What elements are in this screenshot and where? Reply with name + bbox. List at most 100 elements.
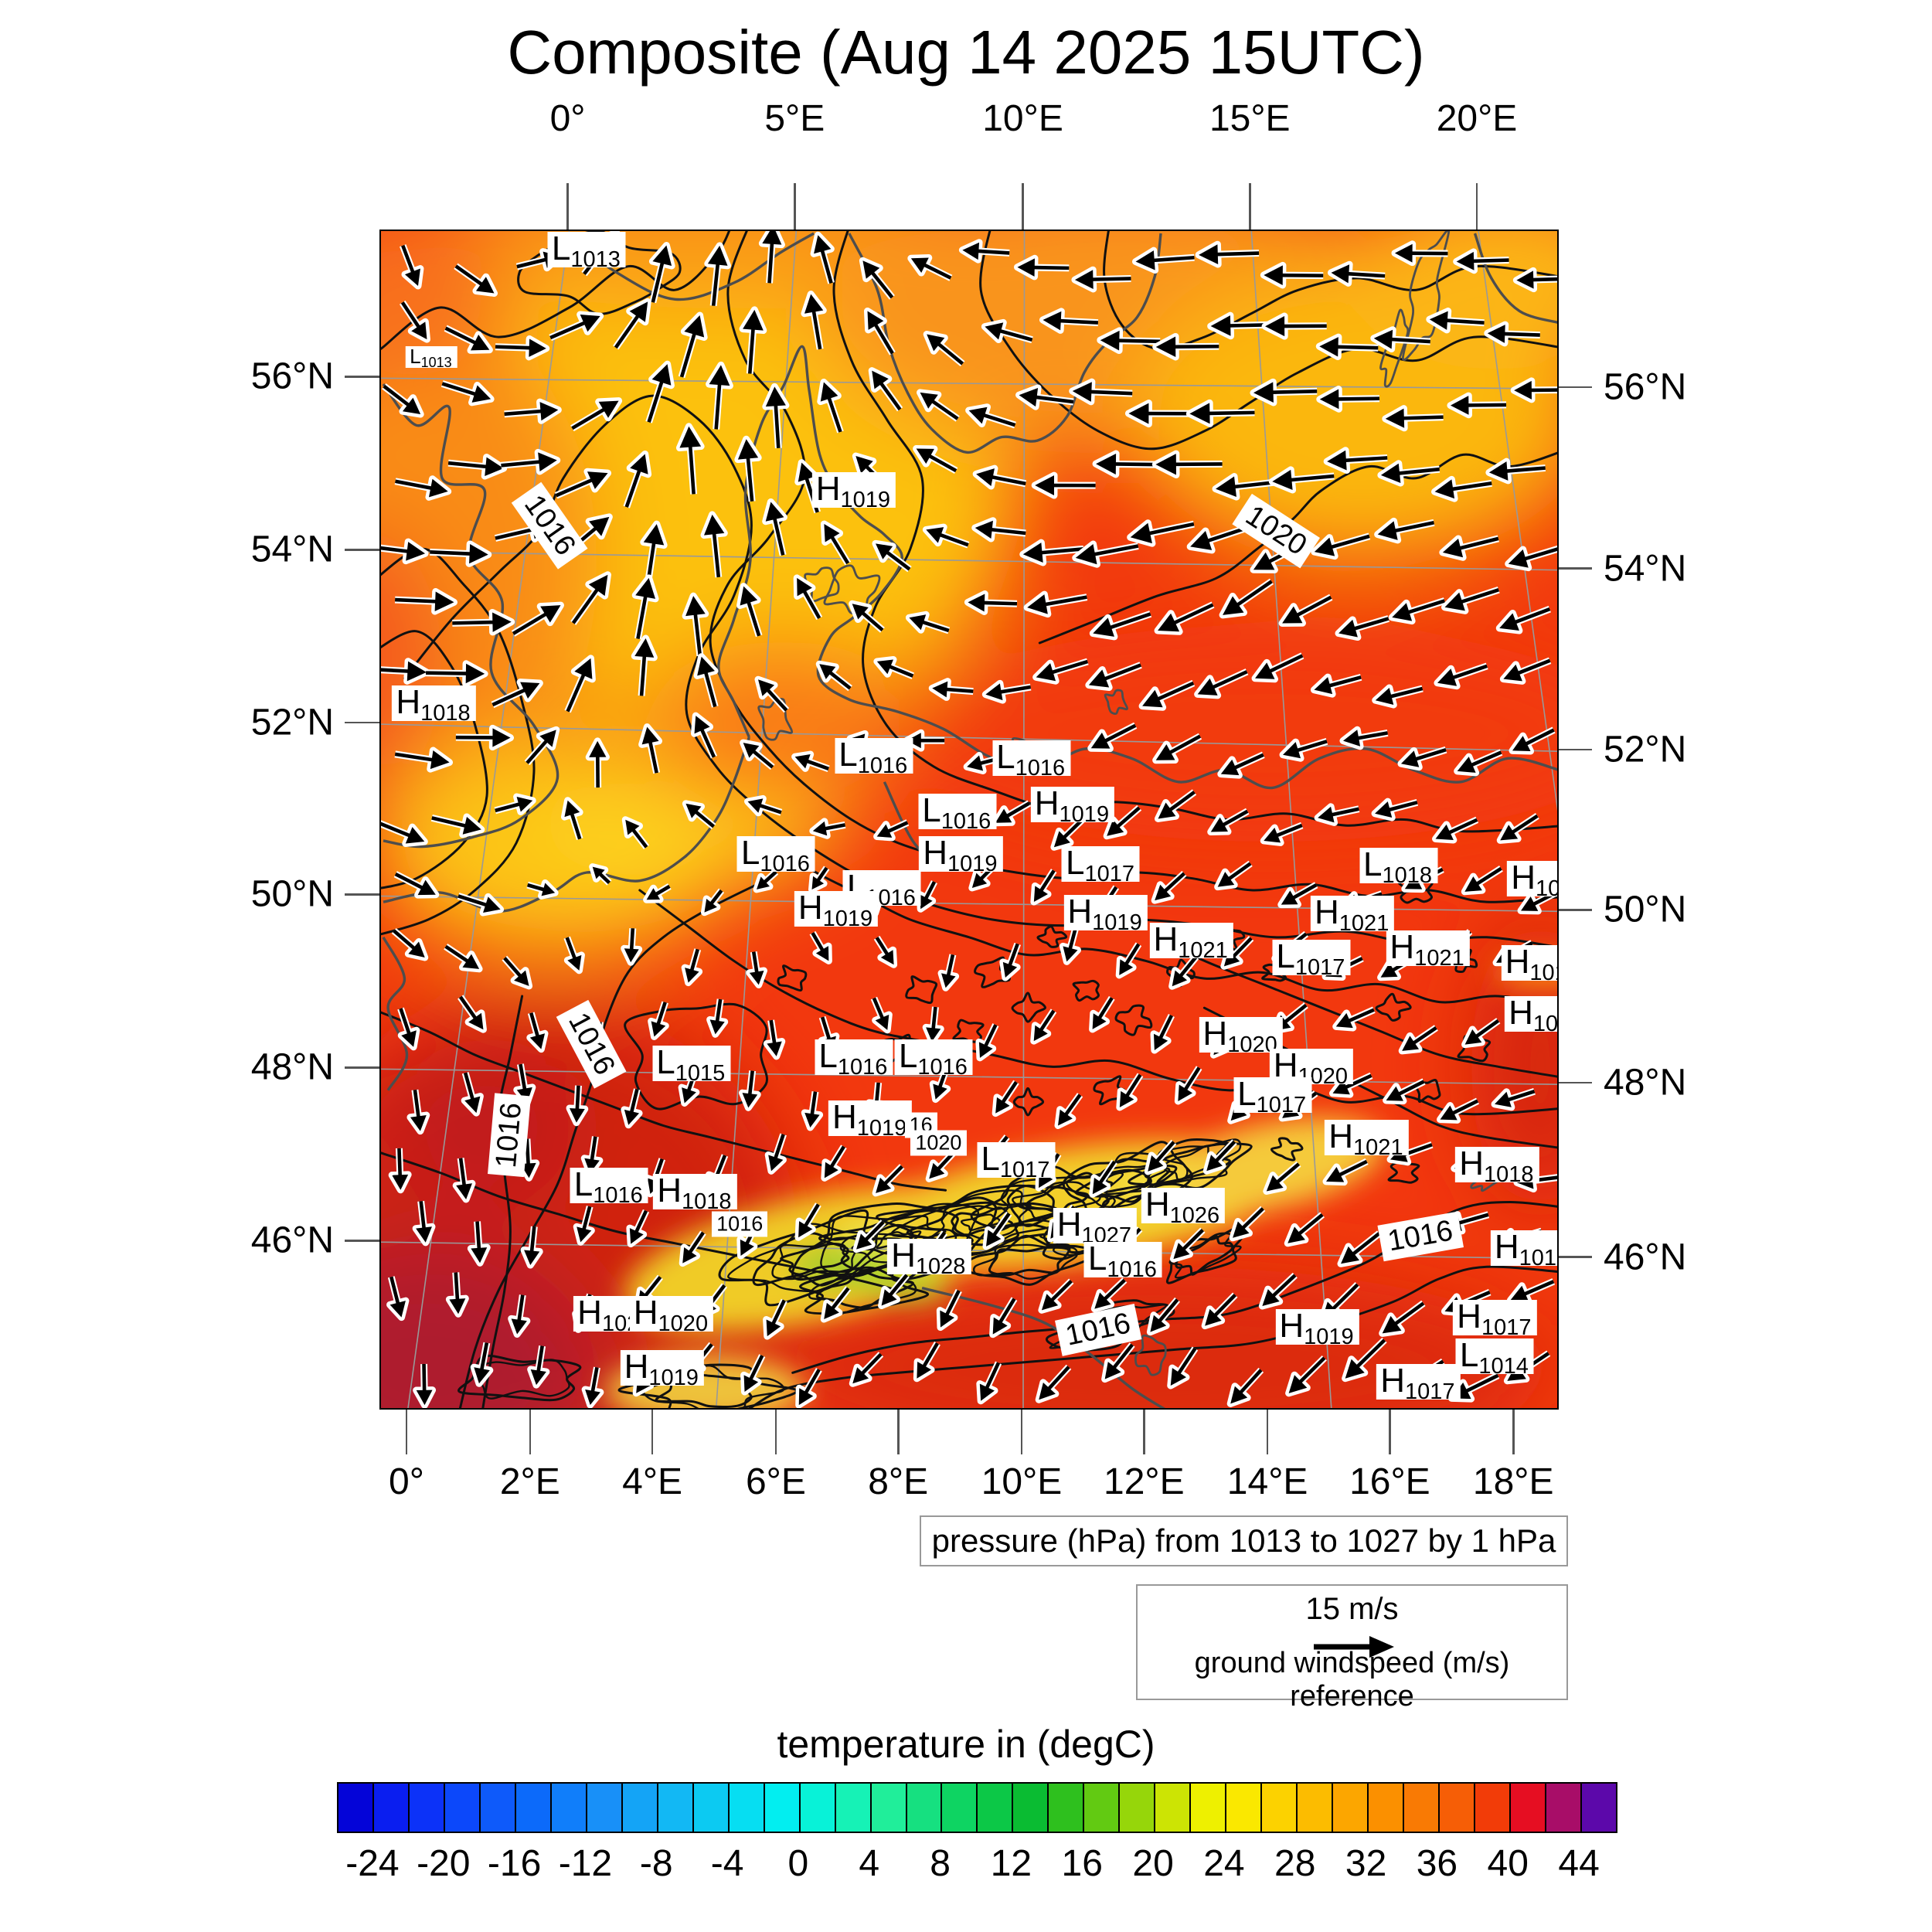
- wind-arrow: [801, 1090, 824, 1131]
- wind-arrow: [928, 678, 974, 701]
- wind-arrow: [1260, 261, 1324, 289]
- pressure-letter: H: [1494, 1227, 1519, 1266]
- wind-arrow: [393, 871, 440, 899]
- wind-arrow: [1146, 1297, 1181, 1336]
- pressure-letter: L: [573, 1165, 594, 1204]
- wind-arrow: [1229, 1206, 1266, 1242]
- wind-arrow: [820, 520, 852, 566]
- axis-label-left: 48°N: [250, 1046, 334, 1088]
- wind-arrow: [1138, 679, 1196, 711]
- wind-arrow: [563, 936, 585, 975]
- colorbar-segment: [1154, 1784, 1190, 1832]
- pressure-center-label: L1016: [570, 1165, 648, 1207]
- wind-arrow: [467, 1221, 491, 1267]
- wind-arrow: [589, 863, 612, 886]
- pressure-center-label: H1018: [653, 1173, 737, 1213]
- wind-arrow: [740, 1354, 766, 1396]
- wind-arrow: [1151, 450, 1223, 479]
- pressure-letter: H: [1153, 920, 1179, 959]
- wind-arrow: [700, 511, 728, 578]
- colorbar-segment: [834, 1784, 870, 1832]
- colorbar-tick-label: 28: [1274, 1843, 1316, 1884]
- pressure-center-label: L1014: [1455, 1335, 1534, 1377]
- pressure-value: 1016: [1107, 1257, 1157, 1283]
- pressure-center-label: H1020: [629, 1294, 714, 1335]
- wind-arrow: [1219, 578, 1274, 619]
- axis-label-left: 56°N: [250, 355, 334, 397]
- axis-tick-right: [1557, 567, 1592, 570]
- pressure-value: 1017: [1256, 1092, 1307, 1117]
- wind-arrow: [461, 1072, 484, 1117]
- wind-arrow: [982, 1211, 1012, 1250]
- wind-arrow: [1505, 544, 1557, 572]
- pressure-center-label: L1016: [918, 793, 997, 832]
- pressure-center-label: H1016: [1490, 1227, 1557, 1269]
- pressure-value: 1016: [1519, 1245, 1557, 1270]
- pressure-center-label: L1017: [977, 1141, 1056, 1181]
- wind-arrow: [1372, 684, 1423, 709]
- colorbar-tick-label: 8: [930, 1843, 951, 1884]
- axis-label-bottom: 14°E: [1226, 1461, 1308, 1502]
- colorbar-segment: [1260, 1784, 1297, 1832]
- wind-arrow: [1377, 460, 1440, 487]
- axis-label-right: 56°N: [1604, 366, 1687, 408]
- wind-arrow: [809, 930, 832, 964]
- colorbar-tick-label: 12: [990, 1843, 1032, 1884]
- wind-arrow: [870, 996, 893, 1034]
- wind-arrow: [1261, 312, 1327, 340]
- wind-arrow: [502, 955, 533, 990]
- wind-arrow: [820, 1286, 852, 1323]
- wind-arrow: [386, 1276, 410, 1321]
- wind-arrow: [1397, 746, 1447, 771]
- colorbar-segment: [1474, 1784, 1509, 1832]
- wind-arrow: [758, 231, 785, 284]
- pressure-value: 1020: [658, 1311, 709, 1337]
- pressure-letter: H: [1315, 893, 1339, 932]
- pressure-center-label: L1016: [992, 740, 1071, 780]
- wind-arrow: [989, 1297, 1018, 1338]
- wind-arrow: [640, 520, 668, 588]
- colorbar-tick-label: 20: [1132, 1843, 1174, 1884]
- wind-arrow: [937, 954, 960, 992]
- pressure-letter: L: [1276, 937, 1295, 975]
- colorbar: [337, 1782, 1617, 1833]
- wind-arrow: [1260, 821, 1304, 846]
- axis-tick-left: [345, 549, 379, 551]
- pressure-value: 1028: [915, 1253, 966, 1279]
- wind-arrow: [872, 539, 912, 573]
- colorbar-segment: [1225, 1784, 1261, 1832]
- colorbar-segment: [621, 1784, 657, 1832]
- pressure-letter: L: [1065, 844, 1085, 883]
- pressure-value: 1020: [1227, 1032, 1277, 1058]
- wind-arrow: [1431, 475, 1492, 502]
- pressure-center-label: L1013: [547, 232, 626, 271]
- colorbar-tick-label: -4: [710, 1843, 744, 1884]
- wind-arrow: [1207, 808, 1250, 835]
- pressure-letter: L: [1237, 1074, 1257, 1113]
- colorbar-tick-label: -8: [639, 1843, 673, 1884]
- wind-arrow: [1453, 248, 1509, 274]
- pressure-letter: H: [633, 1294, 658, 1332]
- axis-label-bottom: 10°E: [981, 1461, 1063, 1502]
- colorbar-segment: [905, 1784, 941, 1832]
- wind-arrow: [809, 818, 846, 839]
- wind-arrow: [736, 583, 763, 638]
- pressure-value: 1016: [917, 1055, 968, 1080]
- wind-arrow: [913, 1341, 940, 1383]
- wind-arrow: [638, 723, 663, 774]
- pressure-center-label: L1017: [1061, 844, 1140, 886]
- wind-arrow: [1491, 1087, 1536, 1111]
- wind-arrow: [1374, 517, 1435, 544]
- pressure-value: 1015: [675, 1060, 726, 1086]
- wind-arrow: [494, 793, 536, 816]
- pressure-letter: H: [1505, 943, 1530, 981]
- axis-tick-left: [345, 1240, 379, 1242]
- pressure-letter: L: [1459, 1335, 1479, 1374]
- axis-tick-top: [794, 183, 796, 230]
- wind-arrow: [852, 1219, 886, 1253]
- axis-tick-left: [345, 721, 379, 724]
- wind-arrow: [808, 866, 830, 893]
- pressure-value: 1019: [1059, 801, 1110, 827]
- axis-label-bottom: 16°E: [1349, 1461, 1430, 1502]
- pressure-value: 1016: [760, 851, 810, 876]
